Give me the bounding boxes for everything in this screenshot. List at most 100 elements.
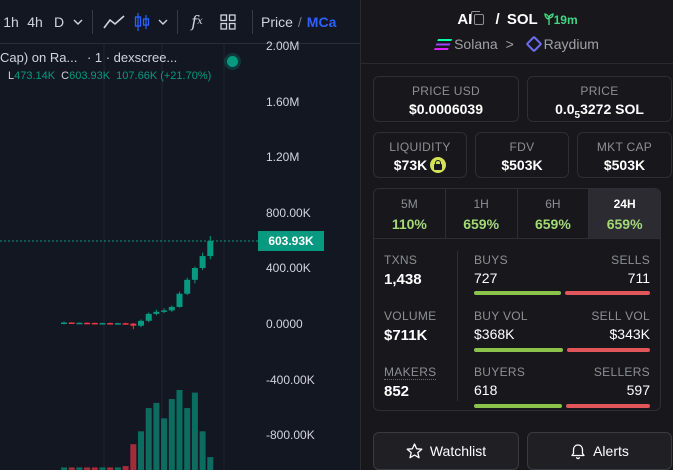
stats-divider <box>457 251 458 401</box>
buyers-ratio-bar <box>474 404 562 408</box>
candle-body <box>191 268 198 280</box>
price-usd-card: PRICE USD $0.0006039 <box>373 76 519 122</box>
volume-bar <box>145 408 152 470</box>
volume-bar <box>91 467 98 470</box>
price-toggle[interactable]: Price <box>261 13 293 30</box>
txns-value: 1,438 <box>384 271 422 288</box>
solana-icon <box>434 39 453 50</box>
chart-type-dropdown-icon[interactable] <box>155 0 171 44</box>
interval-4h[interactable]: 4h <box>27 13 43 30</box>
copy-icon[interactable] <box>471 11 485 25</box>
current-price-label: 603.93K <box>258 231 324 252</box>
trade-stats: 5M 110% 1H 659% 6H 659% 24H 659% TXNS 1,438 … <box>373 188 661 411</box>
candle-body <box>161 310 168 312</box>
chain-name[interactable]: Solana <box>454 36 498 52</box>
volume-bar <box>138 431 144 470</box>
legend-close-label: C <box>61 70 70 82</box>
price-sol-rest: 3272 SOL <box>580 101 644 117</box>
candle-body <box>114 323 121 325</box>
tab-1h-change: 659% <box>463 216 500 232</box>
sells-label: SELLS <box>611 253 650 267</box>
candle-body <box>207 241 214 257</box>
tab-5m[interactable]: 5M 110% <box>374 189 446 238</box>
volume-bar <box>161 418 168 470</box>
tab-1h[interactable]: 1H 659% <box>446 189 518 238</box>
price-axis[interactable]: 2.00M 1.60M 1.20M 800.00K 400.00K 0.0000 -400.… <box>258 39 360 470</box>
dex-name[interactable]: Raydium <box>543 36 599 52</box>
volume-bar <box>84 467 91 470</box>
volume-bar <box>114 467 121 470</box>
tab-24h-change: 659% <box>606 216 643 232</box>
pair-age-text: 19m <box>553 13 578 27</box>
interval-dropdown-icon[interactable] <box>70 0 86 44</box>
price-axis-label: 1.20M <box>266 150 300 165</box>
breadcrumb-sep: > <box>505 36 514 52</box>
liquidity-label: LIQUIDITY <box>389 140 451 154</box>
buy-vol-ratio-bar <box>474 348 564 352</box>
price-sol-subscript: 5 <box>574 109 581 121</box>
interval-1h[interactable]: 1h <box>3 13 19 30</box>
price-usd-label: PRICE USD <box>411 84 481 98</box>
legend-title: Cap) on Ra... <box>0 50 78 65</box>
price-axis-label: 800.00K <box>266 205 311 220</box>
pair-title: AI / SOL 19m <box>361 11 673 28</box>
volume-bar <box>153 402 160 470</box>
quote-token: SOL <box>506 11 538 28</box>
mcap-toggle[interactable]: MCa <box>306 13 337 30</box>
sellers-label: SELLERS <box>593 365 650 379</box>
price-axis-label: 400.00K <box>266 261 311 276</box>
volume-bar <box>130 444 137 470</box>
tab-24h-label: 24H <box>613 197 636 211</box>
fdv-card: FDV $503K <box>475 132 569 178</box>
price-axis-label: 2.00M <box>266 39 300 53</box>
price-axis-label: -400.00K <box>266 372 315 387</box>
chart-legend: Cap) on Ra... · 1 · dexscree... L473.14K… <box>0 50 211 82</box>
volume-bar <box>191 392 198 470</box>
liquidity-row: $73K <box>374 157 466 173</box>
legend-meta: · 1 · dexscree... <box>86 50 178 65</box>
volume-bar <box>184 408 191 470</box>
tab-6h[interactable]: 6H 659% <box>518 189 590 238</box>
candle-body <box>176 293 183 307</box>
candle-body <box>68 322 75 324</box>
candle-body <box>168 306 175 311</box>
sprout-icon <box>543 13 554 25</box>
tab-24h[interactable]: 24H 659% <box>589 189 660 238</box>
volume-bar <box>61 467 67 470</box>
pair-header: AI / SOL 19m Solana > Raydium <box>361 0 673 64</box>
alerts-button[interactable]: Alerts <box>527 432 672 470</box>
volume-bar <box>168 399 175 470</box>
fdv-value: $503K <box>501 157 543 173</box>
line-chart-icon[interactable] <box>99 0 129 44</box>
tab-6h-label: 6H <box>545 197 561 211</box>
lock-icon[interactable] <box>430 157 447 173</box>
interval-d[interactable]: D <box>53 13 65 30</box>
buyers-label: BUYERS <box>474 365 526 379</box>
sellers-value: 597 <box>626 382 650 398</box>
buy-vol-value: $368K <box>474 326 515 342</box>
candle-body <box>91 322 98 325</box>
price-usd-value: $0.0006039 <box>409 101 483 117</box>
sell-vol-value: $343K <box>609 326 650 342</box>
fdv-label: FDV <box>509 140 535 154</box>
buys-ratio-bar <box>474 291 562 295</box>
sellers-ratio-bar <box>565 404 650 408</box>
makers-value: 852 <box>384 383 410 400</box>
candlestick-icon[interactable] <box>129 0 155 44</box>
price-sol-card: PRICE 0.053272 SOL <box>527 76 672 122</box>
toolbar-divider <box>92 9 93 34</box>
base-token: AI <box>457 11 473 28</box>
candle-body <box>84 322 91 325</box>
layout-grid-icon[interactable] <box>210 0 246 44</box>
candle-body <box>76 322 83 325</box>
candle-body <box>138 320 144 326</box>
raydium-icon <box>525 35 543 53</box>
legend-low-label: L <box>8 70 15 82</box>
watchlist-button[interactable]: Watchlist <box>373 432 519 470</box>
sell-vol-ratio-bar <box>567 348 650 352</box>
price-sol-prefix: 0.0 <box>555 101 575 117</box>
candle-body <box>99 323 106 325</box>
candle-body <box>61 322 67 324</box>
